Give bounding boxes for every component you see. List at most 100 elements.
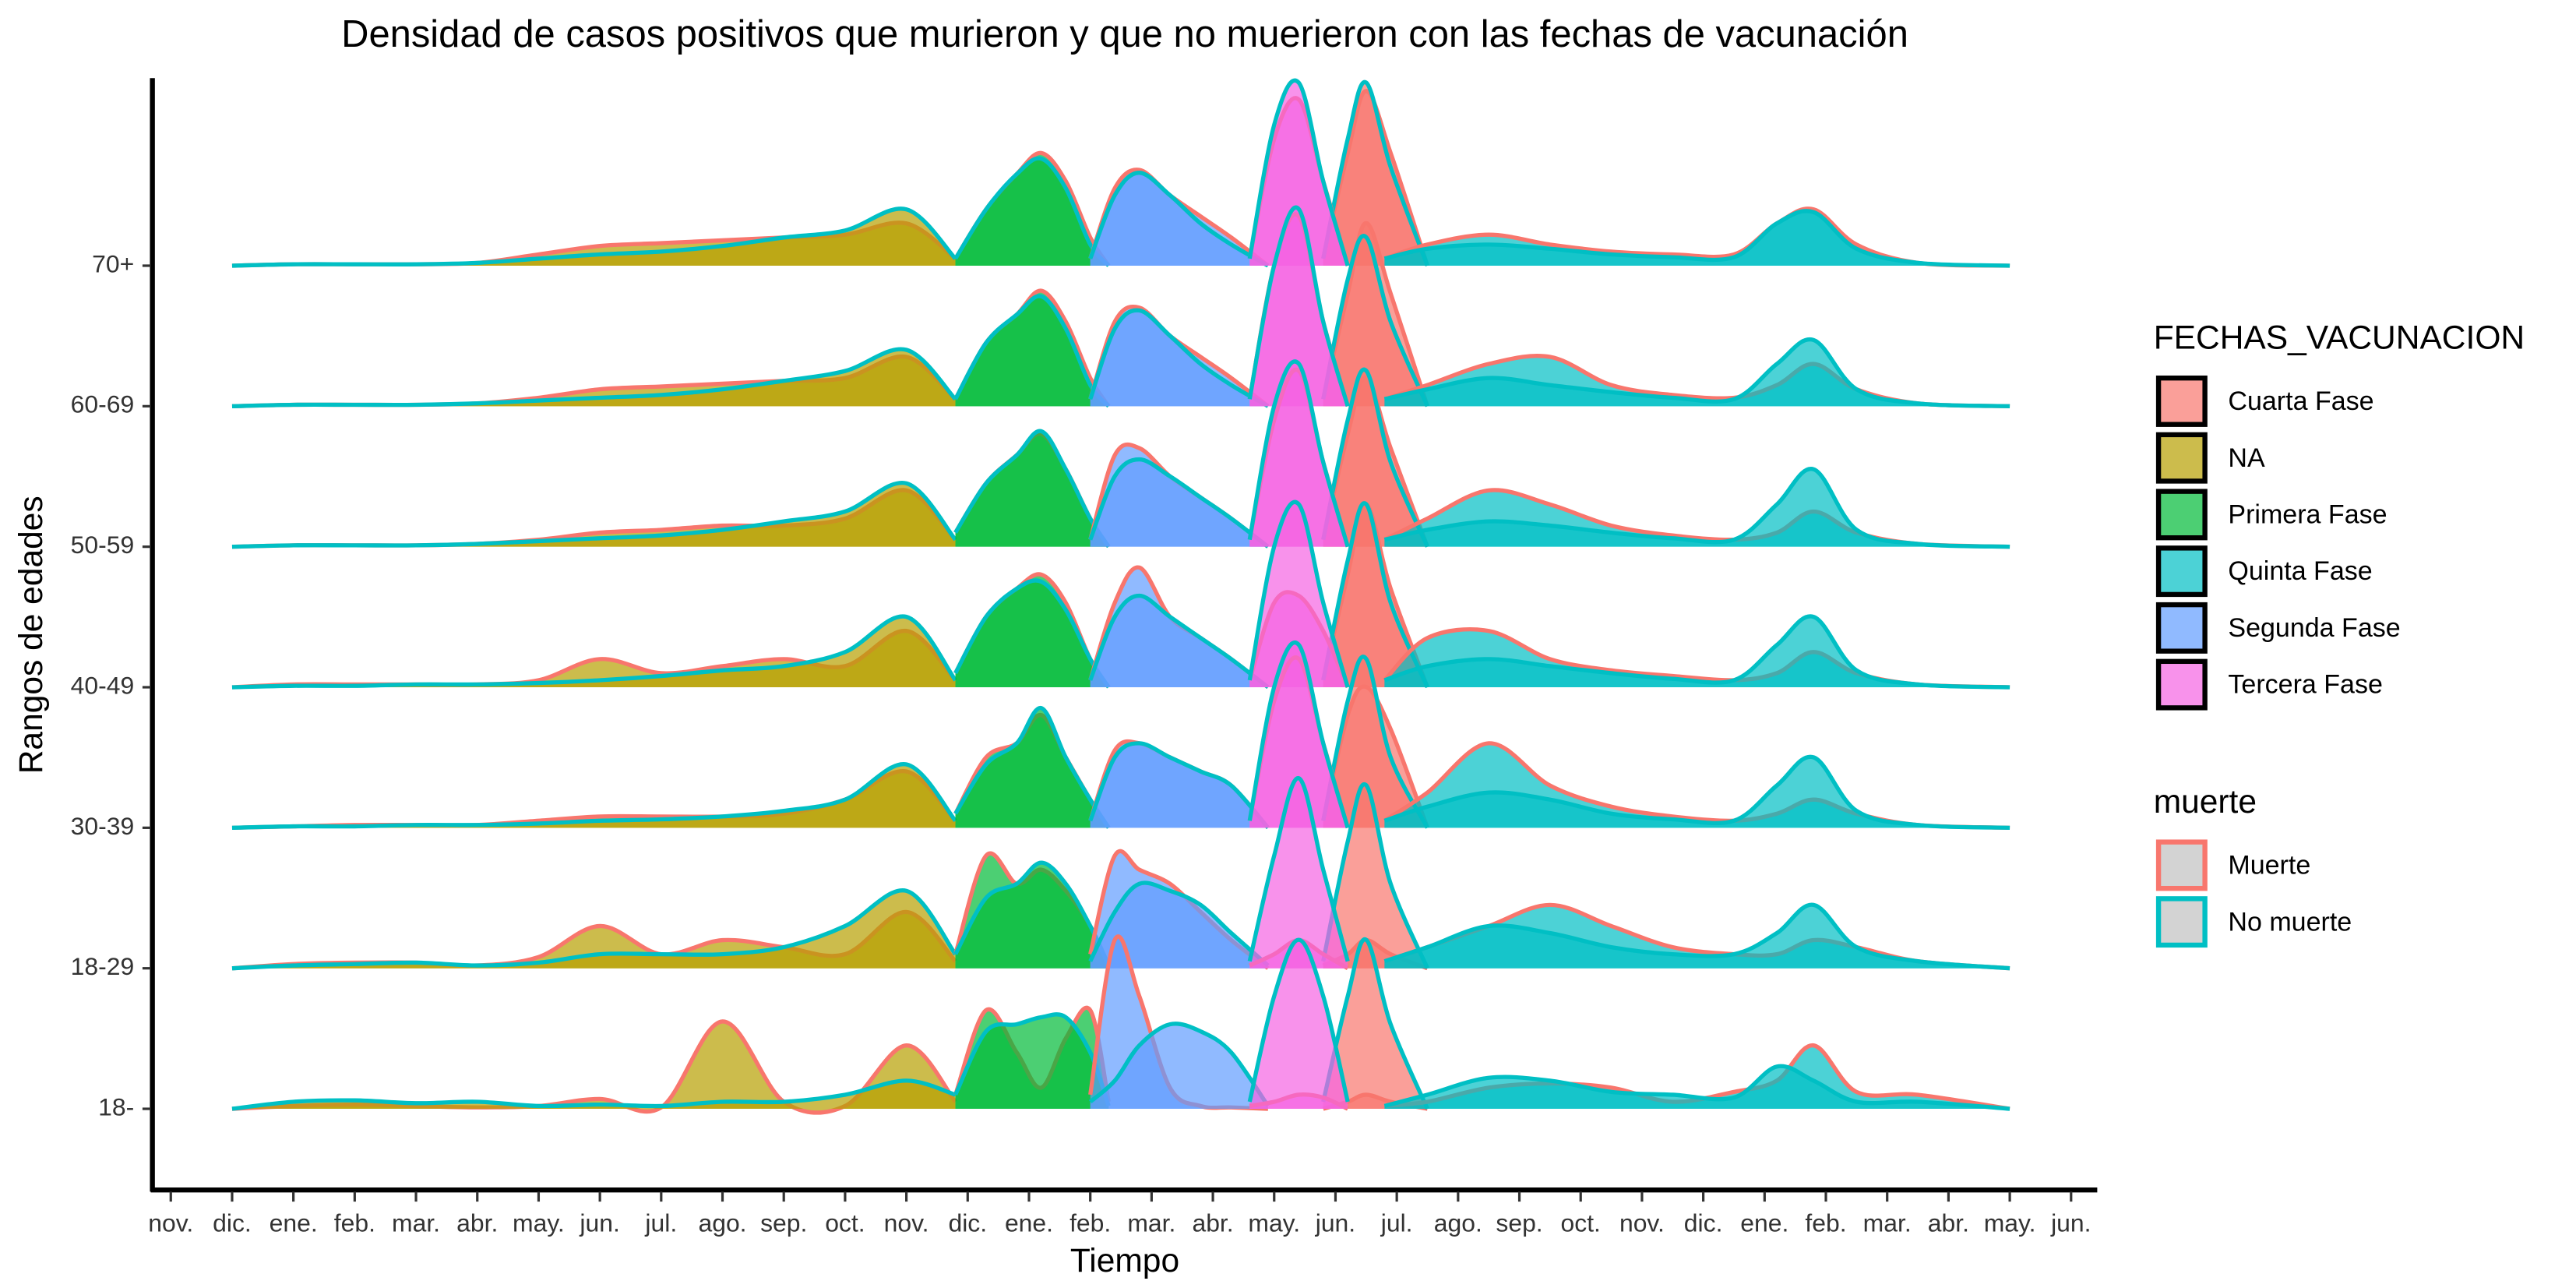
x-tick-label: ene. xyxy=(1005,1209,1053,1237)
density-line xyxy=(1321,367,1429,548)
density-line xyxy=(1088,171,1270,268)
density-line xyxy=(953,860,1111,967)
x-tick-label: dic. xyxy=(948,1209,987,1237)
density-line xyxy=(1321,782,1429,969)
x-tick-label: mar. xyxy=(392,1209,440,1237)
x-tick-label: jun. xyxy=(579,1209,619,1237)
density-area xyxy=(231,764,956,828)
density-area xyxy=(1090,459,1268,547)
legend-key xyxy=(2155,489,2208,541)
x-tick-label: ene. xyxy=(1740,1209,1788,1237)
density-area xyxy=(231,349,956,407)
ridge xyxy=(231,78,2010,268)
density-area xyxy=(1384,468,2010,547)
y-tick-label: 50-59 xyxy=(71,531,135,559)
legend-label: Cuarta Fase xyxy=(2228,386,2373,416)
density-line xyxy=(1088,880,1270,968)
density-line xyxy=(1088,457,1270,549)
density-line xyxy=(953,156,1111,267)
y-tick-label: 18- xyxy=(98,1092,134,1120)
density-area xyxy=(1249,207,1348,407)
density-area xyxy=(231,616,956,688)
density-line xyxy=(953,706,1111,829)
legend-key xyxy=(2155,839,2208,891)
y-axis-label: Rangos de edades xyxy=(12,496,50,774)
density-line xyxy=(1321,234,1429,408)
density-area xyxy=(1090,883,1268,969)
density-line xyxy=(1383,209,2010,268)
legend-key xyxy=(2155,658,2208,711)
density-line xyxy=(953,294,1111,408)
legend-key xyxy=(2155,432,2208,484)
legend-label: Segunda Fase xyxy=(2228,613,2400,643)
density-area xyxy=(1323,939,1428,1110)
density-area xyxy=(1384,1066,2010,1110)
y-tick-label: 18-29 xyxy=(71,952,135,980)
density-area xyxy=(1249,778,1348,969)
density-line xyxy=(231,888,957,971)
x-tick-label: dic. xyxy=(213,1209,252,1237)
density-line xyxy=(1321,937,1429,1110)
legend-key xyxy=(2155,602,2208,654)
legend-key xyxy=(2155,896,2208,948)
density-area xyxy=(1090,595,1268,688)
density-area xyxy=(1323,503,1428,688)
x-tick-label: abr. xyxy=(456,1209,498,1237)
ridge xyxy=(231,359,2010,549)
density-line xyxy=(1247,937,1350,1103)
density-line xyxy=(1088,741,1270,830)
density-line xyxy=(953,578,1111,689)
density-line xyxy=(1383,1064,2010,1111)
x-tick-label: ago. xyxy=(698,1209,746,1237)
x-tick-label: abr. xyxy=(1928,1209,1969,1237)
density-line xyxy=(1383,206,2010,268)
x-tick-label: jul. xyxy=(644,1209,677,1237)
density-line xyxy=(231,480,957,549)
ridge xyxy=(231,775,2010,971)
x-tick-label: oct. xyxy=(1561,1209,1601,1237)
x-tick-label: mar. xyxy=(1863,1209,1912,1237)
x-tick-label: feb. xyxy=(1805,1209,1846,1237)
x-tick-label: sep. xyxy=(1496,1209,1542,1237)
x-tick-label: jul. xyxy=(1380,1209,1413,1237)
y-tick-label: 40-49 xyxy=(71,671,135,699)
y-tick-label: 60-69 xyxy=(71,390,135,418)
density-area xyxy=(231,890,956,969)
density-line xyxy=(1247,775,1350,962)
density-area xyxy=(955,708,1109,828)
density-area xyxy=(955,580,1109,688)
density-line xyxy=(231,1078,957,1111)
plot-area xyxy=(231,78,2010,1115)
legend-label: NA xyxy=(2228,443,2265,473)
y-tick-label: 30-39 xyxy=(71,812,135,840)
ridge xyxy=(231,499,2010,690)
density-line xyxy=(953,429,1111,549)
x-tick-label: may. xyxy=(513,1209,565,1237)
density-area xyxy=(1384,905,2010,969)
density-line xyxy=(1088,593,1270,690)
density-line xyxy=(231,762,957,831)
legend-label: Muerte xyxy=(2228,851,2310,880)
density-line xyxy=(1247,205,1350,408)
density-line xyxy=(1247,640,1350,829)
density-line xyxy=(1247,499,1350,688)
density-area xyxy=(1323,784,1428,969)
legend-title: muerte xyxy=(2154,783,2257,820)
density-area xyxy=(1384,210,2010,266)
density-area xyxy=(1249,940,1348,1110)
x-tick-label: ene. xyxy=(270,1209,318,1237)
legend-label: Primera Fase xyxy=(2228,500,2387,530)
y-tick-label: 70+ xyxy=(92,249,134,277)
density-line xyxy=(1321,655,1429,829)
density-area xyxy=(1090,172,1268,266)
x-tick-label: jun. xyxy=(1315,1209,1355,1237)
density-line xyxy=(231,206,957,268)
density-area xyxy=(231,1080,956,1110)
density-line xyxy=(1321,501,1429,689)
density-area xyxy=(955,295,1109,407)
density-area xyxy=(955,431,1109,547)
density-line xyxy=(231,347,957,408)
density-line xyxy=(1247,78,1350,266)
legend-key xyxy=(2155,375,2208,427)
